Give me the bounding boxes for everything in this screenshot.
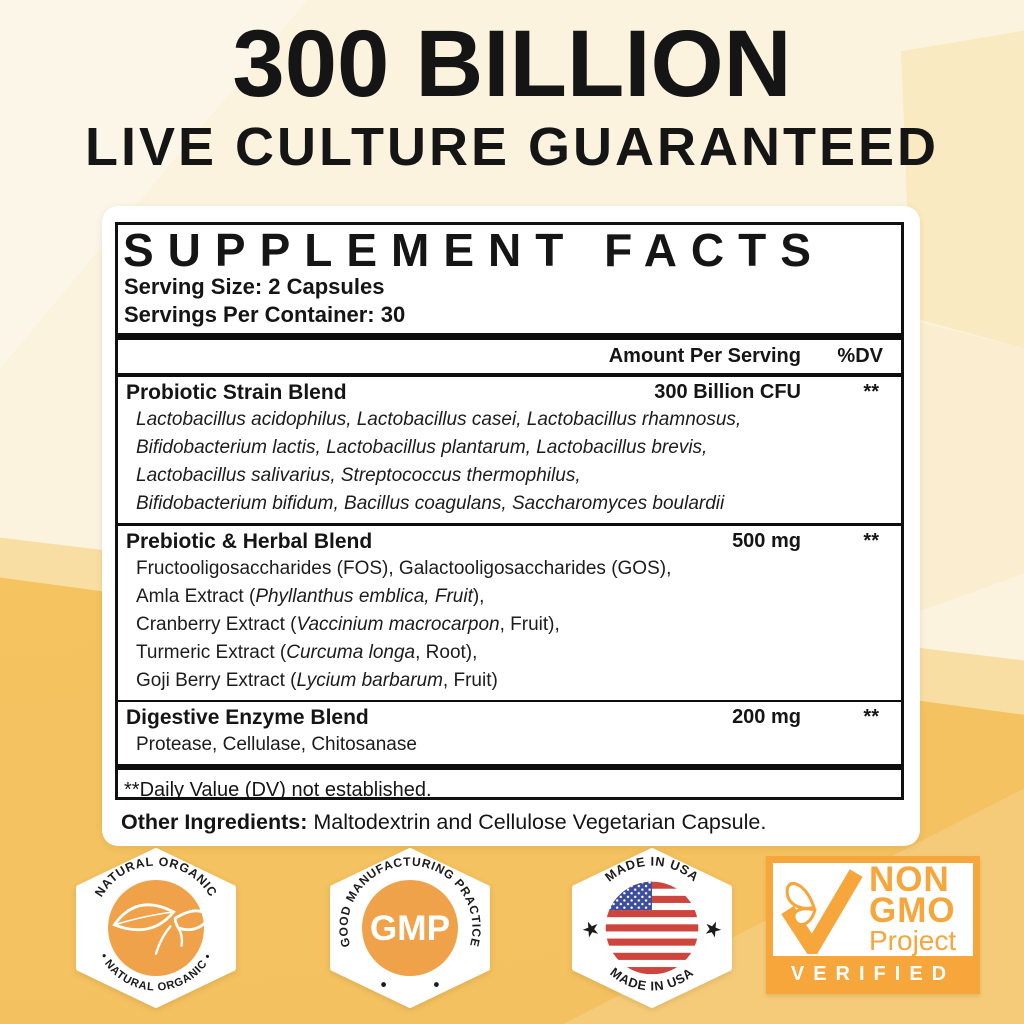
usa-flag-icon xyxy=(605,881,699,975)
supplement-facts-title: SUPPLEMENT FACTS xyxy=(123,224,825,276)
product-subtitle: LIVE CULTURE GUARANTEED xyxy=(84,117,939,177)
amount-per-serving-header: Amount Per Serving xyxy=(608,345,801,367)
dv-header: %DV xyxy=(837,345,883,367)
ingredient-detail-line: Bifidobacterium lactis, Lactobacillus pl… xyxy=(136,437,708,458)
ingredient-name: Digestive Enzyme Blend xyxy=(126,706,369,729)
non-gmo-line3: Project xyxy=(869,925,957,956)
non-gmo-line2: GMO xyxy=(869,891,956,930)
section-header: Prebiotic & Herbal Blend 500 mg ** xyxy=(118,526,901,555)
ingredient-detail-line: Cranberry Extract (Vaccinium macrocarpon… xyxy=(136,613,560,635)
non-gmo-verified-badge: NON GMO Project VERIFIED xyxy=(766,856,980,994)
ingredient-dv: ** xyxy=(863,706,879,728)
section-header: Probiotic Strain Blend 300 Billion CFU *… xyxy=(118,377,901,406)
non-gmo-text: NON GMO Project xyxy=(867,860,973,956)
ingredient-dv: ** xyxy=(863,381,879,403)
section-probiotic-strain-blend: Probiotic Strain Blend 300 Billion CFU *… xyxy=(118,377,901,523)
supplement-facts-table: SUPPLEMENT FACTS Serving Size: 2 Capsule… xyxy=(115,222,904,800)
ingredient-detail-line: Goji Berry Extract (Lycium barbarum, Fru… xyxy=(136,669,498,691)
non-gmo-line1: NON xyxy=(869,860,950,899)
gmp-seal: GMP GOOD MANUFACTURING PRACTICE xyxy=(330,848,490,1008)
divider-thin xyxy=(118,523,901,526)
dot-separator xyxy=(434,982,439,987)
gmp-label: GMP xyxy=(370,909,450,948)
orange-circle xyxy=(108,880,204,976)
dot-separator xyxy=(381,982,386,987)
ingredient-detail-line: Amla Extract (Phyllanthus emblica, Fruit… xyxy=(136,585,485,607)
other-ingredients-text: Maltodextrin and Cellulose Vegetarian Ca… xyxy=(307,810,767,834)
divider-thin xyxy=(118,699,901,702)
natural-organic-seal: NATURAL ORGANIC • NATURAL ORGANIC • xyxy=(76,848,236,1008)
ingredient-amount: 200 mg xyxy=(732,706,801,728)
section-digestive-enzyme-blend: Digestive Enzyme Blend 200 mg ** Proteas… xyxy=(118,702,901,764)
serving-size: Serving Size: 2 Capsules xyxy=(124,274,385,299)
orange-circle xyxy=(362,880,458,976)
leaf-icon xyxy=(112,903,213,955)
divider-footnote xyxy=(118,764,901,770)
made-in-usa-badge: MADE IN USA MADE IN USA ★ ★ xyxy=(572,848,732,1008)
column-header-row: Amount Per Serving %DV xyxy=(118,340,901,373)
section-header: Digestive Enzyme Blend 200 mg ** xyxy=(118,702,901,731)
ingredient-detail-line: Lactobacillus salivarius, Streptococcus … xyxy=(136,465,581,486)
ingredient-detail-line: Lactobacillus acidophilus, Lactobacillus… xyxy=(136,409,742,430)
butterfly-shape xyxy=(785,881,817,926)
non-gmo-inner-panel: NON GMO Project xyxy=(773,860,973,956)
ingredient-dv: ** xyxy=(863,529,879,552)
other-ingredients: Other Ingredients: Maltodextrin and Cell… xyxy=(115,808,910,836)
ingredient-detail-line: Fructooligosaccharides (FOS), Galactooli… xyxy=(136,557,672,579)
ingredient-amount: 500 mg xyxy=(732,529,801,552)
verified-bar: VERIFIED xyxy=(790,963,956,985)
servings-per-container: Servings Per Container: 30 xyxy=(124,302,406,327)
ingredient-detail-line: Turmeric Extract (Curcuma longa, Root), xyxy=(136,641,478,663)
butterfly-check-icon xyxy=(781,868,863,954)
ingredient-detail-line: Bifidobacterium bifidum, Bacillus coagul… xyxy=(136,493,725,514)
divider-medium xyxy=(118,373,901,377)
section-prebiotic-herbal-blend: Prebiotic & Herbal Blend 500 mg ** Fruct… xyxy=(118,526,901,700)
product-title: 300 BILLION xyxy=(232,11,792,117)
ingredient-detail-line: Protease, Cellulase, Chitosanase xyxy=(136,734,417,755)
other-ingredients-label: Other Ingredients: xyxy=(121,810,308,834)
daily-value-footnote: **Daily Value (DV) not established. xyxy=(124,779,432,800)
gmp-badge: GMP GOOD MANUFACTURING PRACTICE xyxy=(330,848,490,1008)
supplement-facts-card: SUPPLEMENT FACTS Serving Size: 2 Capsule… xyxy=(102,206,920,846)
ingredient-name: Prebiotic & Herbal Blend xyxy=(126,529,373,553)
ingredient-amount: 300 Billion CFU xyxy=(654,381,801,403)
ingredient-name: Probiotic Strain Blend xyxy=(126,381,347,404)
made-in-usa-seal: MADE IN USA MADE IN USA ★ ★ xyxy=(572,848,732,1008)
divider-thick xyxy=(118,333,901,340)
natural-organic-badge: NATURAL ORGANIC • NATURAL ORGANIC • xyxy=(76,848,236,1008)
